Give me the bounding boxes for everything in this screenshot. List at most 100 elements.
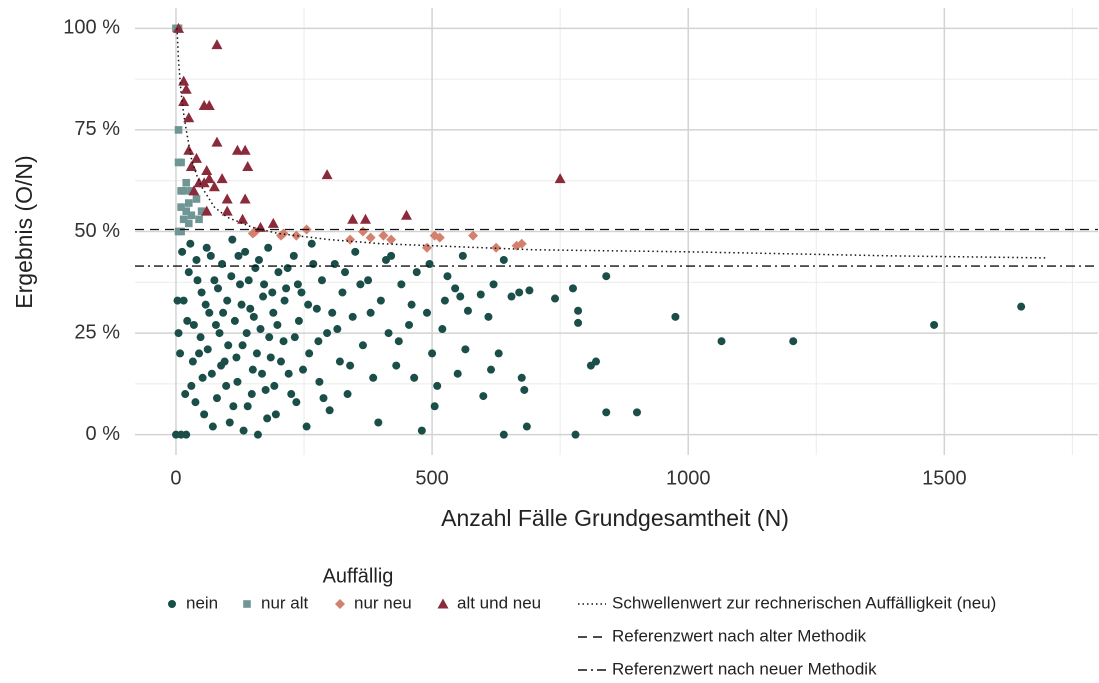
point	[210, 276, 219, 285]
point	[307, 239, 316, 248]
legend-label: nein	[186, 593, 218, 612]
point	[243, 402, 252, 411]
point	[192, 195, 201, 203]
point	[515, 288, 524, 297]
point	[358, 341, 367, 350]
point	[178, 247, 187, 256]
point	[247, 390, 256, 399]
point	[251, 264, 260, 273]
point	[343, 390, 352, 399]
point	[182, 178, 191, 187]
point	[230, 316, 239, 325]
legend-marker	[168, 600, 176, 608]
point	[317, 276, 326, 285]
point	[241, 247, 250, 256]
point	[499, 255, 508, 264]
point	[247, 228, 258, 239]
point	[260, 280, 269, 289]
point	[256, 325, 265, 334]
point	[274, 268, 283, 277]
point	[179, 187, 188, 195]
point	[428, 349, 437, 358]
point	[252, 349, 261, 358]
point	[461, 345, 470, 354]
point	[261, 385, 270, 394]
point	[184, 199, 193, 207]
point	[356, 280, 365, 289]
point	[268, 288, 277, 297]
point	[187, 381, 196, 390]
point	[191, 398, 200, 407]
point	[197, 288, 206, 297]
point	[198, 373, 207, 382]
legend-label: nur alt	[261, 593, 309, 612]
threshold-line	[176, 28, 1047, 259]
point	[218, 260, 227, 269]
point	[299, 365, 308, 374]
point	[275, 230, 286, 241]
point	[302, 422, 311, 431]
point	[211, 320, 220, 329]
point	[244, 276, 253, 285]
point	[632, 408, 641, 417]
point	[174, 329, 183, 338]
point	[325, 406, 334, 415]
point	[321, 169, 333, 180]
point	[271, 410, 280, 419]
point	[231, 144, 243, 155]
point	[171, 430, 180, 439]
point	[314, 337, 323, 346]
point	[177, 203, 185, 211]
point	[397, 280, 406, 289]
point	[930, 320, 939, 329]
point	[443, 272, 452, 281]
point	[407, 300, 416, 309]
point	[417, 426, 426, 435]
point	[394, 337, 403, 346]
point	[291, 230, 302, 241]
point	[203, 345, 212, 354]
point	[489, 280, 498, 289]
point	[195, 215, 203, 224]
point	[487, 365, 496, 374]
point	[276, 357, 285, 366]
point	[203, 100, 215, 111]
legend-title: Auffällig	[323, 565, 394, 587]
point	[178, 75, 190, 86]
point	[338, 288, 347, 297]
point	[412, 268, 421, 277]
point	[217, 361, 226, 370]
point	[479, 392, 488, 401]
point	[440, 296, 449, 305]
point	[269, 308, 278, 317]
point	[410, 373, 419, 382]
point	[213, 284, 222, 293]
point	[602, 272, 611, 281]
point	[249, 312, 258, 321]
point	[376, 296, 385, 305]
point	[186, 239, 195, 248]
point	[304, 300, 313, 309]
y-axis-title: Ergebnis (O/N)	[11, 155, 37, 308]
point	[205, 308, 214, 317]
point	[237, 300, 246, 309]
point	[221, 205, 233, 216]
point	[335, 357, 344, 366]
point	[206, 251, 215, 260]
y-tick-label: 0 %	[86, 423, 121, 445]
point	[574, 318, 583, 327]
point	[200, 410, 209, 419]
point	[221, 193, 233, 204]
legend-label: Schwellenwert zur rechnerischen Auffälli…	[612, 593, 996, 612]
point	[227, 272, 236, 281]
point	[360, 213, 372, 224]
point	[182, 207, 191, 215]
point	[279, 337, 288, 346]
point	[183, 112, 195, 123]
point	[223, 296, 232, 305]
point	[176, 349, 185, 358]
point	[346, 361, 355, 370]
y-tick-label: 50 %	[74, 220, 120, 242]
point	[384, 329, 393, 338]
point	[551, 294, 560, 303]
